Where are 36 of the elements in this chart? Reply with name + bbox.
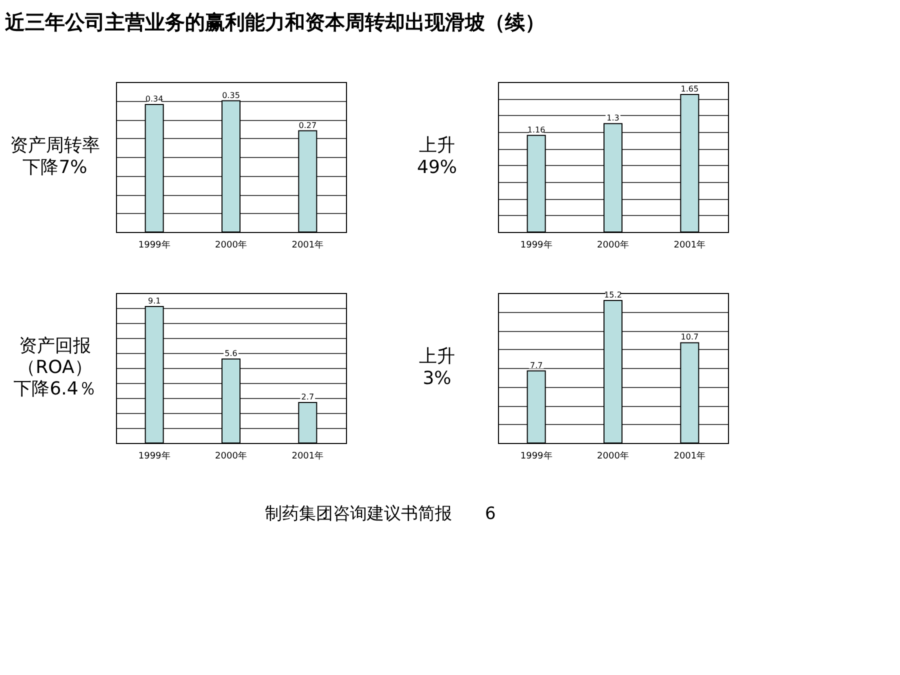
text: 资产周转率 [10, 135, 100, 156]
data-label: 2.7 [301, 392, 314, 402]
x-tick-label: 2000年 [215, 450, 247, 462]
data-label: 1.65 [680, 84, 699, 94]
x-tick-label: 2000年 [215, 240, 247, 250]
data-label: 7.7 [530, 360, 543, 370]
data-label: 9.1 [148, 296, 161, 306]
x-tick-label: 2001年 [674, 240, 706, 250]
x-tick-label: 2001年 [674, 450, 706, 462]
text: 上升 [419, 346, 455, 368]
x-tick-label: 2001年 [292, 240, 324, 250]
data-label: 1.3 [606, 114, 620, 123]
data-label: 10.7 [680, 332, 699, 342]
data-label: 1.16 [527, 125, 546, 134]
text: 下降7% [22, 156, 88, 178]
text: 近三年公司主营业务的赢利能力和资本周转却出现滑坡（续） [4, 10, 545, 34]
x-tick-label: 2001年 [292, 450, 324, 462]
text: 资产回报 [19, 335, 91, 356]
text: 下降6.4％ [14, 378, 96, 400]
x-tick-label: 1999年 [138, 450, 170, 462]
x-tick-label: 2000年 [597, 240, 629, 250]
data-label: 0.27 [298, 120, 317, 130]
text: 3% [422, 368, 452, 389]
x-tick-label: 1999年 [520, 450, 552, 462]
text: 上升 [419, 135, 455, 156]
text: 49% [416, 156, 458, 178]
data-label: 15.2 [604, 290, 622, 300]
text: 制药集团咨询建议书简报 [265, 504, 452, 524]
data-label: 0.34 [145, 94, 164, 104]
x-tick-label: 1999年 [138, 240, 170, 250]
x-tick-label: 2000年 [597, 450, 629, 462]
x-tick-label: 1999年 [520, 240, 552, 250]
text: 6 [485, 504, 496, 524]
text: （ROA） [18, 357, 92, 378]
data-label: 5.6 [224, 349, 238, 358]
data-label: 0.35 [222, 90, 240, 100]
